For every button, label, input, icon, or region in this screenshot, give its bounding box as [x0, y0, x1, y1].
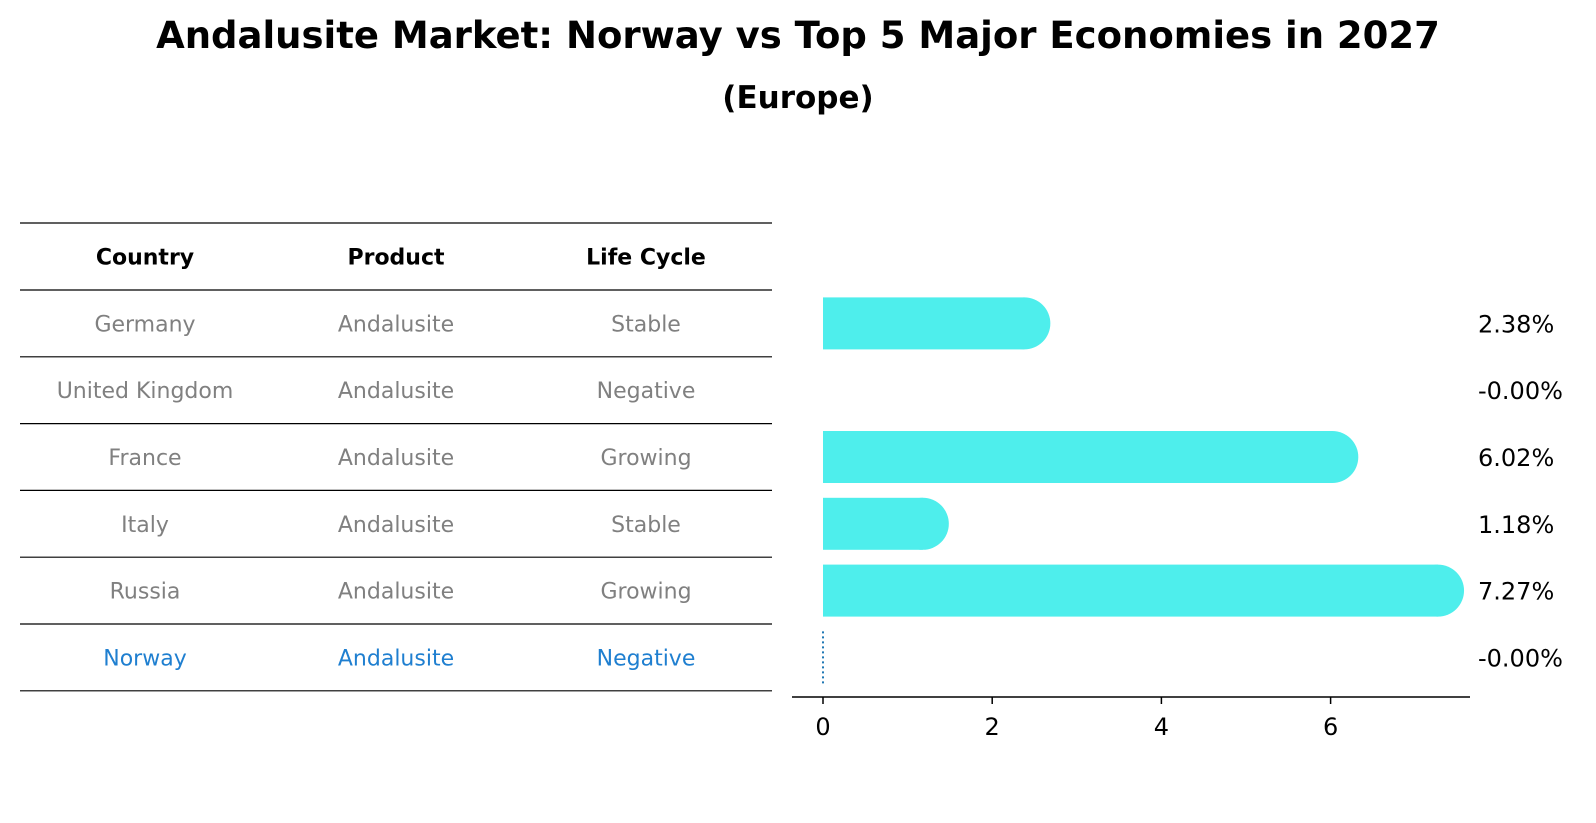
- value-label: 6.02%: [1478, 444, 1554, 472]
- value-label: 7.27%: [1478, 578, 1554, 606]
- value-label: -0.00%: [1478, 644, 1563, 672]
- x-tick-label: 2: [985, 713, 1000, 741]
- value-label: -0.00%: [1478, 377, 1563, 405]
- bar-cap-italy: [896, 497, 949, 550]
- table-cell-country: United Kingdom: [57, 379, 234, 404]
- x-tick-label: 6: [1323, 713, 1338, 741]
- value-label: 2.38%: [1478, 310, 1554, 338]
- table-cell-country: France: [108, 446, 181, 471]
- table-cell-product: Andalusite: [338, 646, 454, 671]
- table-cell-country: Norway: [103, 646, 186, 671]
- table-cell-product: Andalusite: [338, 446, 454, 471]
- table-cell-product: Andalusite: [338, 580, 454, 605]
- bar-france: [823, 431, 1333, 483]
- table-cell-life-cycle: Negative: [597, 646, 696, 671]
- chart-subtitle: (Europe): [722, 80, 874, 116]
- table-cell-product: Andalusite: [338, 379, 454, 404]
- table-cell-product: Andalusite: [338, 513, 454, 538]
- table-header-country: Country: [96, 246, 194, 271]
- bar-cap-russia: [1412, 564, 1465, 617]
- chart-title: Andalusite Market: Norway vs Top 5 Major…: [156, 14, 1440, 57]
- table-cell-country: Germany: [94, 312, 195, 337]
- bar-germany: [823, 297, 1025, 350]
- value-label: 1.18%: [1478, 511, 1554, 539]
- bar-cap-germany: [998, 297, 1051, 350]
- table-cell-country: Russia: [110, 580, 181, 605]
- table-cell-life-cycle: Growing: [600, 580, 691, 605]
- table-header-product: Product: [347, 246, 445, 271]
- table-cell-product: Andalusite: [338, 312, 454, 337]
- table-cell-life-cycle: Growing: [600, 446, 691, 471]
- table-cell-life-cycle: Negative: [597, 379, 696, 404]
- x-tick-label: 0: [815, 713, 830, 741]
- bar-russia: [823, 564, 1439, 617]
- table-cell-life-cycle: Stable: [611, 513, 681, 538]
- table-cell-country: Italy: [121, 513, 169, 538]
- x-tick-label: 4: [1154, 713, 1169, 741]
- bar-cap-france: [1306, 431, 1359, 483]
- table-cell-life-cycle: Stable: [611, 312, 681, 337]
- table-header-life-cycle: Life Cycle: [586, 246, 706, 271]
